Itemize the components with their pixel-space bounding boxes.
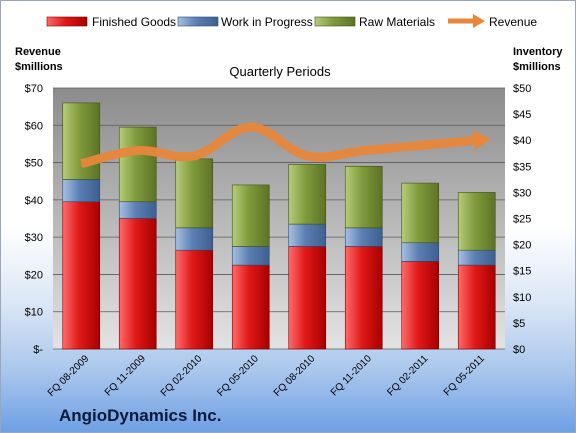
bar-finished-goods xyxy=(175,249,214,350)
bar-raw-materials xyxy=(62,102,101,180)
left-tick-label: $50 xyxy=(25,158,43,170)
legend: Finished Goods Work in Progress Raw Mate… xyxy=(46,14,537,29)
x-tick-label: FQ 11-2009 xyxy=(103,353,148,398)
bar-raw-materials xyxy=(401,182,440,244)
bar-work-in-progress xyxy=(231,246,270,266)
bar-work-in-progress xyxy=(175,227,214,251)
bar-raw-materials xyxy=(231,184,270,247)
bar-raw-materials xyxy=(344,166,383,229)
left-tick-label: $30 xyxy=(25,232,43,244)
right-tick-label: $40 xyxy=(513,135,531,147)
left-axis-ticks: $- $10 $20 $30 $40 $50 $60 $70 xyxy=(25,83,44,356)
legend-label-finished-goods: Finished Goods xyxy=(92,15,176,29)
left-tick-label: $40 xyxy=(25,195,43,207)
right-tick-label: $30 xyxy=(513,187,531,199)
left-axis-title-line-1: Revenue xyxy=(15,46,61,58)
legend-item-raw-materials: Raw Materials xyxy=(314,15,435,29)
legend-item-finished-goods: Finished Goods xyxy=(46,15,176,29)
company-name: AngioDynamics Inc. xyxy=(59,406,222,425)
bars xyxy=(62,102,496,350)
left-axis-title-line-2: $millions xyxy=(15,61,63,73)
right-tick-label: $45 xyxy=(513,109,531,121)
bar-finished-goods xyxy=(288,246,327,350)
legend-arrow-revenue xyxy=(473,14,485,28)
bar-work-in-progress xyxy=(62,179,101,203)
left-tick-label: $60 xyxy=(25,120,43,132)
chart-title: Quarterly Periods xyxy=(229,64,331,79)
right-tick-label: $10 xyxy=(513,292,531,304)
bar-finished-goods xyxy=(231,264,270,350)
left-tick-label: $70 xyxy=(25,83,43,95)
right-tick-label: $25 xyxy=(513,214,531,226)
bar-raw-materials xyxy=(288,164,327,225)
x-tick-label: FQ 08-2009 xyxy=(46,353,92,399)
x-tick-label: FQ 05-2011 xyxy=(442,353,487,398)
left-tick-label: $20 xyxy=(25,269,43,281)
x-tick-label: FQ 02-2011 xyxy=(385,353,430,398)
right-tick-label: $0 xyxy=(513,344,525,356)
left-tick-label: $- xyxy=(33,344,43,356)
bar-finished-goods xyxy=(457,264,496,350)
revenue-arrowhead xyxy=(472,130,491,151)
revenue-line xyxy=(80,122,478,169)
bar-work-in-progress xyxy=(118,201,157,219)
bar-work-in-progress xyxy=(288,223,327,247)
right-axis-ticks: $0 $5 $10 $15 $20 $25 $30 $35 $40 $45 $50 xyxy=(513,83,531,356)
revenue-line-layer xyxy=(80,122,491,169)
left-tick-label: $10 xyxy=(25,307,43,319)
x-axis-ticks: FQ 08-2009 FQ 11-2009 FQ 02-2010 FQ 05-2010… xyxy=(46,353,487,399)
x-tick-label: FQ 08-2010 xyxy=(272,353,318,399)
bar-raw-materials xyxy=(175,158,214,229)
legend-swatch-work-in-progress xyxy=(177,16,219,27)
legend-item-work-in-progress: Work in Progress xyxy=(177,15,313,29)
right-tick-label: $15 xyxy=(513,266,531,278)
bar-work-in-progress xyxy=(457,249,496,266)
bar-finished-goods xyxy=(62,201,101,350)
bar-raw-materials xyxy=(118,126,157,203)
bar-work-in-progress xyxy=(401,242,440,262)
right-axis-title-line-1: Inventory xyxy=(513,46,563,58)
right-tick-label: $5 xyxy=(513,318,525,330)
legend-swatch-finished-goods xyxy=(46,16,88,27)
bar-raw-materials xyxy=(457,192,496,251)
x-tick-label: FQ 05-2010 xyxy=(215,353,261,399)
bar-finished-goods xyxy=(118,218,157,350)
bar-work-in-progress xyxy=(344,227,383,247)
bar-finished-goods xyxy=(401,261,440,350)
x-tick-label: FQ 02-2010 xyxy=(159,353,205,399)
left-axis-title: Revenue $millions xyxy=(15,46,64,73)
right-axis-title-line-2: $millions xyxy=(513,61,561,73)
legend-label-revenue: Revenue xyxy=(489,15,537,29)
legend-label-work-in-progress: Work in Progress xyxy=(221,15,313,29)
right-axis-title: Inventory $millions xyxy=(513,46,566,73)
x-tick-label: FQ 11-2010 xyxy=(329,353,374,398)
right-tick-label: $20 xyxy=(513,240,531,252)
legend-label-raw-materials: Raw Materials xyxy=(359,15,435,29)
bar-finished-goods xyxy=(344,246,383,350)
legend-swatch-raw-materials xyxy=(314,16,356,27)
right-tick-label: $50 xyxy=(513,83,531,95)
right-tick-label: $35 xyxy=(513,161,531,173)
legend-item-revenue: Revenue xyxy=(448,14,537,29)
